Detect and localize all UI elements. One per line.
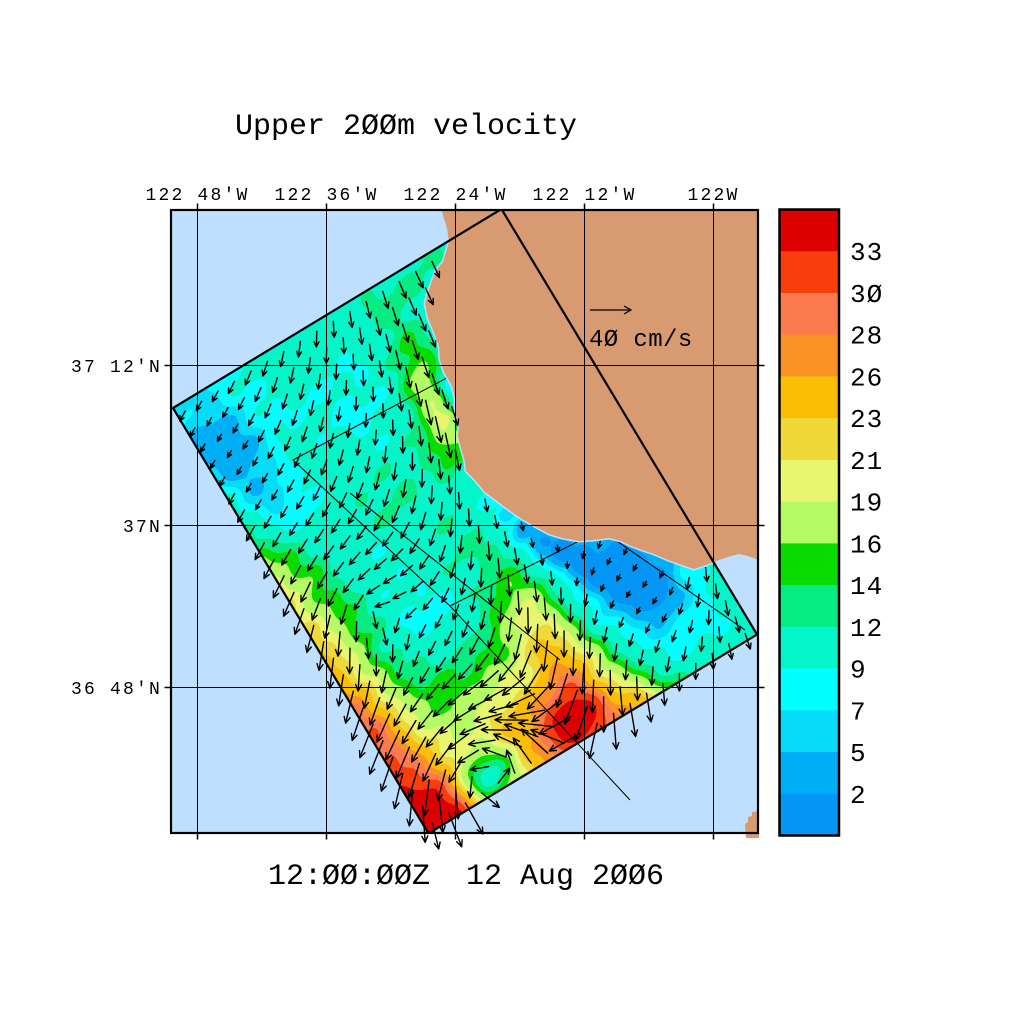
- svg-text:7: 7: [850, 697, 867, 727]
- svg-text:122 24'W: 122 24'W: [403, 186, 507, 206]
- svg-text:26: 26: [850, 363, 883, 393]
- svg-text:21: 21: [850, 447, 883, 477]
- svg-text:3Ø: 3Ø: [850, 280, 883, 310]
- svg-text:122 48'W: 122 48'W: [145, 186, 249, 206]
- svg-text:28: 28: [850, 322, 883, 352]
- svg-text:16: 16: [850, 530, 883, 560]
- svg-text:122 12'W: 122 12'W: [532, 186, 636, 206]
- svg-text:37N: 37N: [123, 518, 162, 538]
- svg-text:36 48'N: 36 48'N: [71, 680, 162, 700]
- svg-text:37 12'N: 37 12'N: [71, 358, 162, 378]
- svg-text:12:ØØ:ØØZ 12 Aug 2ØØ6: 12:ØØ:ØØZ 12 Aug 2ØØ6: [268, 860, 664, 894]
- svg-text:23: 23: [850, 405, 883, 435]
- svg-text:5: 5: [850, 739, 867, 769]
- svg-text:2: 2: [850, 781, 867, 811]
- svg-text:4Ø cm/s: 4Ø cm/s: [589, 327, 693, 354]
- svg-text:122W: 122W: [687, 186, 739, 206]
- svg-text:14: 14: [850, 572, 883, 602]
- svg-text:19: 19: [850, 489, 883, 519]
- svg-text:12: 12: [850, 614, 883, 644]
- svg-text:Upper 2ØØm velocity: Upper 2ØØm velocity: [235, 110, 577, 144]
- svg-text:9: 9: [850, 656, 867, 686]
- svg-text:122 36'W: 122 36'W: [274, 186, 378, 206]
- svg-text:33: 33: [850, 238, 883, 268]
